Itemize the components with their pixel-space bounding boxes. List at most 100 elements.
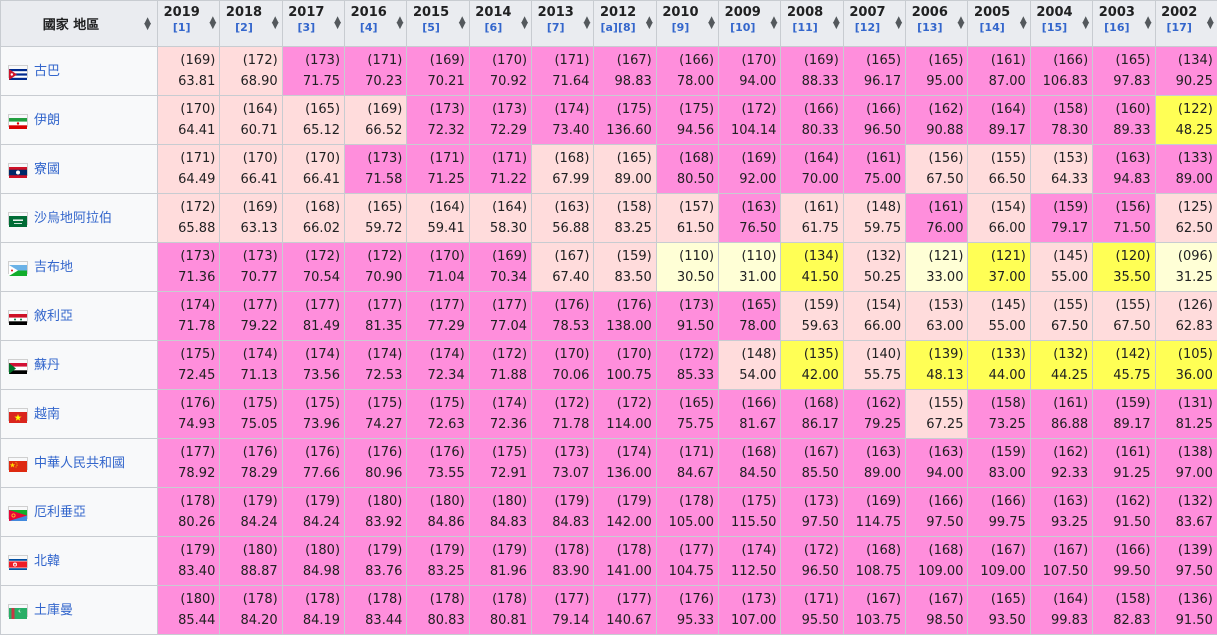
- column-header-year[interactable]: 2005[14]▲▼: [968, 1, 1030, 47]
- rank-value: (162): [844, 393, 901, 414]
- sort-arrows-icon[interactable]: ▲▼: [144, 18, 151, 30]
- column-header-year[interactable]: 2010[9]▲▼: [656, 1, 718, 47]
- sort-arrows-icon[interactable]: ▲▼: [334, 17, 341, 29]
- sort-arrows-icon[interactable]: ▲▼: [895, 17, 902, 29]
- ranking-cell: (172)71.88: [469, 341, 531, 390]
- rank-value: (166): [719, 393, 776, 414]
- rank-value: (170): [719, 50, 776, 71]
- sort-arrows-icon[interactable]: ▲▼: [459, 17, 466, 29]
- ranking-cell: (158)78.30: [1030, 96, 1092, 145]
- score-value: 79.17: [1031, 218, 1088, 239]
- country-link[interactable]: 吉布地: [34, 260, 73, 275]
- column-header-year[interactable]: 2017[3]▲▼: [282, 1, 344, 47]
- column-header-year[interactable]: 2004[15]▲▼: [1030, 1, 1092, 47]
- ranking-cell: (176)74.93: [158, 390, 220, 439]
- column-header-year[interactable]: 2012[a][8]▲▼: [594, 1, 656, 47]
- ranking-cell: (169)66.52: [345, 96, 407, 145]
- ranking-cell: (165)59.72: [345, 194, 407, 243]
- rank-value: (169): [345, 99, 402, 120]
- column-header-year[interactable]: 2006[13]▲▼: [906, 1, 968, 47]
- rank-value: (175): [220, 393, 277, 414]
- country-link[interactable]: 寮國: [34, 162, 60, 177]
- score-value: 35.50: [1093, 267, 1150, 288]
- ranking-cell: (175)72.45: [158, 341, 220, 390]
- ranking-cell: (171)71.64: [532, 47, 594, 96]
- ranking-cell: (174)73.40: [532, 96, 594, 145]
- ranking-cell: (166)97.50: [906, 488, 968, 537]
- sort-arrows-icon[interactable]: ▲▼: [272, 17, 279, 29]
- rank-value: (159): [1031, 197, 1088, 218]
- score-value: 136.00: [594, 463, 651, 484]
- ranking-cell: (170)70.92: [469, 47, 531, 96]
- column-header-year[interactable]: 2003[16]▲▼: [1093, 1, 1155, 47]
- country-link[interactable]: 伊朗: [34, 113, 60, 128]
- score-value: 97.50: [781, 512, 838, 533]
- sort-arrows-icon[interactable]: ▲▼: [396, 17, 403, 29]
- rank-value: (164): [781, 148, 838, 169]
- ranking-cell: (166)99.50: [1093, 537, 1155, 586]
- column-header-year[interactable]: 2008[11]▲▼: [781, 1, 843, 47]
- rank-value: (171): [470, 148, 527, 169]
- score-value: 67.40: [532, 267, 589, 288]
- column-header-year[interactable]: 2013[7]▲▼: [532, 1, 594, 47]
- country-link[interactable]: 厄利垂亞: [34, 505, 86, 520]
- sort-arrows-icon[interactable]: ▲▼: [1020, 17, 1027, 29]
- score-value: 79.14: [532, 610, 589, 631]
- country-link[interactable]: 沙烏地阿拉伯: [34, 211, 112, 226]
- score-value: 80.81: [470, 610, 527, 631]
- sort-arrows-icon[interactable]: ▲▼: [771, 17, 778, 29]
- rank-value: (163): [844, 442, 901, 463]
- column-header-year[interactable]: 2007[12]▲▼: [843, 1, 905, 47]
- sort-arrows-icon[interactable]: ▲▼: [1082, 17, 1089, 29]
- column-header-year[interactable]: 2019[1]▲▼: [158, 1, 220, 47]
- country-link[interactable]: 敘利亞: [34, 309, 73, 324]
- ranking-cell: (131)81.25: [1155, 390, 1217, 439]
- sort-arrows-icon[interactable]: ▲▼: [209, 17, 216, 29]
- sort-arrows-icon[interactable]: ▲▼: [1145, 17, 1152, 29]
- sort-arrows-icon[interactable]: ▲▼: [583, 17, 590, 29]
- country-link[interactable]: 土庫曼: [34, 603, 73, 618]
- ranking-cell: (148)54.00: [719, 341, 781, 390]
- score-value: 97.00: [1156, 463, 1213, 484]
- country-link[interactable]: 北韓: [34, 554, 60, 569]
- ranking-cell: (166)78.00: [656, 47, 718, 96]
- column-header-year[interactable]: 2002[17]▲▼: [1155, 1, 1217, 47]
- country-link[interactable]: 古巴: [34, 64, 60, 79]
- table-row: 中華人民共和國(177)78.92(176)78.29(176)77.66(17…: [1, 439, 1217, 488]
- ranking-cell: (155)67.50: [1030, 292, 1092, 341]
- sort-arrows-icon[interactable]: ▲▼: [1207, 17, 1214, 29]
- column-header-year[interactable]: 2016[4]▲▼: [345, 1, 407, 47]
- column-header-year[interactable]: 2014[6]▲▼: [469, 1, 531, 47]
- table-row: 敘利亞(174)71.78(177)79.22(177)81.49(177)81…: [1, 292, 1217, 341]
- ranking-cell: (179)81.96: [469, 537, 531, 586]
- ranking-cell: (134)41.50: [781, 243, 843, 292]
- rank-value: (155): [968, 148, 1025, 169]
- column-header-year[interactable]: 2018[2]▲▼: [220, 1, 282, 47]
- ranking-cell: (175)74.27: [345, 390, 407, 439]
- sort-arrows-icon[interactable]: ▲▼: [521, 17, 528, 29]
- score-value: 98.50: [906, 610, 963, 631]
- sort-arrows-icon[interactable]: ▲▼: [833, 17, 840, 29]
- sort-arrows-icon[interactable]: ▲▼: [958, 17, 965, 29]
- ranking-cell: (161)86.88: [1030, 390, 1092, 439]
- score-value: 100.75: [594, 365, 651, 386]
- score-value: 59.63: [781, 316, 838, 337]
- score-value: 73.25: [968, 414, 1025, 435]
- score-value: 80.50: [657, 169, 714, 190]
- score-value: 68.90: [220, 71, 277, 92]
- rank-value: (168): [657, 148, 714, 169]
- table-row: 吉布地(173)71.36(173)70.77(172)70.54(172)70…: [1, 243, 1217, 292]
- sort-arrows-icon[interactable]: ▲▼: [646, 17, 653, 29]
- score-value: 67.50: [1031, 316, 1088, 337]
- column-header-country[interactable]: 國家 地區 ▲▼: [1, 1, 158, 47]
- rank-value: (170): [532, 344, 589, 365]
- rank-value: (176): [345, 442, 402, 463]
- rank-value: (179): [594, 491, 651, 512]
- country-link[interactable]: 越南: [34, 407, 60, 422]
- country-link[interactable]: 中華人民共和國: [34, 456, 125, 471]
- column-header-year[interactable]: 2015[5]▲▼: [407, 1, 469, 47]
- sort-arrows-icon[interactable]: ▲▼: [708, 17, 715, 29]
- country-link[interactable]: 蘇丹: [34, 358, 60, 373]
- column-header-year[interactable]: 2009[10]▲▼: [719, 1, 781, 47]
- ranking-cell: (162)79.25: [843, 390, 905, 439]
